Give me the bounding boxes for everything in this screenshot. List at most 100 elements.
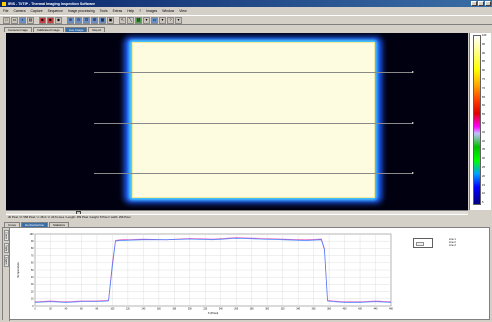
x-tick-label: 420 [358, 309, 363, 311]
print-icon[interactable]: ▤ [27, 16, 34, 24]
measure-icon[interactable]: ▭ [151, 16, 158, 24]
measure-line-3[interactable] [94, 173, 412, 174]
menu-tools[interactable]: Tools [99, 9, 108, 13]
scale-tick-label: 95 [482, 42, 485, 46]
menu-sequence[interactable]: Sequence [47, 9, 63, 13]
legend-box [413, 238, 433, 248]
scale-tick-label: 65 [482, 95, 485, 99]
tab-curve[interactable]: Curve [4, 222, 21, 227]
tab-live-image[interactable]: Live Image [64, 27, 88, 32]
y-tick-label: 60 [31, 263, 34, 265]
capture-icon[interactable]: ◉ [55, 16, 62, 24]
scale-tick-label: 80 [482, 69, 485, 73]
side-tool-curve[interactable]: Curve [3, 230, 9, 241]
scale-tick-label: 40 [482, 139, 485, 143]
x-tick-label: 0 [34, 309, 36, 311]
legend-entry: Line 3 [449, 244, 456, 247]
zoom-actual-icon[interactable]: ⊞ [91, 16, 98, 24]
scale-tick-label: 100 [482, 34, 487, 37]
analysis-tabs: Curve Horizontal line Statistics [2, 221, 492, 227]
scale-tick-label: 30 [482, 157, 485, 161]
zoom-in-icon[interactable]: ⊕ [67, 16, 74, 24]
measure-line-2[interactable] [94, 123, 412, 124]
y-tick-label: 0 [32, 306, 34, 308]
x-tick-label: 220 [203, 309, 208, 311]
palette-icon[interactable]: ▦ [99, 16, 106, 24]
color-scale-bar[interactable] [473, 35, 481, 205]
x-tick-label: 440 [374, 309, 379, 311]
color-scale-ticks: 100 95 90 85 80 75 70 65 60 55 50 45 40 35 30 25 20 15 10 5 [482, 34, 491, 205]
x-tick-label: 360 [312, 309, 317, 311]
y-tick-label: 70 [31, 255, 34, 257]
y-tick-label: 90 [31, 241, 34, 243]
thermal-image-view[interactable]: ▸ ▸ ▸ [6, 33, 468, 210]
image-tabs: Camera Image Calibrated Image Live Image Re… [0, 26, 492, 32]
scale-tick-label: 75 [482, 77, 485, 81]
line-end-marker[interactable]: ▸ [412, 170, 415, 175]
menu-image-processing[interactable]: Image processing [67, 9, 95, 13]
menu--[interactable]: ? [139, 9, 142, 13]
menu-images[interactable]: Images [146, 9, 158, 13]
y-tick-label: 30 [31, 284, 34, 286]
help-icon[interactable]: ? [167, 16, 174, 24]
close-icon[interactable] [485, 1, 491, 6]
scale-tick-label: 15 [482, 183, 485, 187]
side-tool-export[interactable]: Export [3, 255, 9, 267]
x-tick-label: 320 [281, 309, 286, 311]
dropdown-icon[interactable]: ▾ [143, 16, 150, 24]
x-tick-label: 340 [296, 309, 301, 311]
y-tick-label: 40 [31, 277, 34, 279]
save-icon[interactable]: ▪ [19, 16, 26, 24]
menu-window[interactable]: Window [162, 9, 175, 13]
legend-entry: Line 2 [449, 241, 456, 244]
profile-panel: Curve Table Export 0 20 40 60 80 100 120 140 160 18… [2, 227, 490, 321]
scale-tick-label: 5 [482, 201, 484, 205]
toolbar: □ ▭ ▪ ▤ ■ ■ ◉ ⊕ ⊖ ⊡ ⊞ ▦ ▣ ↖ ╲ ▨ ▾ ▭ ▾? ▾ [0, 15, 492, 25]
scale-tick-label: 10 [482, 192, 485, 196]
tab-calibrated-image[interactable]: Calibrated Image [32, 27, 64, 32]
line-end-marker[interactable]: ▸ [412, 120, 415, 125]
pointer-icon[interactable]: ↖ [119, 16, 126, 24]
zoom-out-icon[interactable]: ⊖ [75, 16, 82, 24]
menu-camera[interactable]: Camera [13, 9, 26, 13]
profile-series-line-2 [34, 237, 392, 303]
minimize-icon[interactable] [471, 1, 477, 6]
maximize-icon[interactable] [478, 1, 484, 6]
measure-line-1[interactable] [94, 72, 412, 73]
open-icon[interactable]: ▭ [11, 16, 18, 24]
area-tool-icon[interactable]: ▨ [135, 16, 142, 24]
stop-icon[interactable]: ■ [47, 16, 54, 24]
tab-camera-image[interactable]: Camera Image [4, 27, 32, 32]
dropdown-icon-3[interactable]: ▾ [175, 16, 182, 24]
x-tick-label: 20 [49, 309, 52, 311]
tab-statistics[interactable]: Statistics [49, 222, 70, 227]
x-tick-label: 140 [141, 309, 146, 311]
line-tool-icon[interactable]: ╲ [127, 16, 134, 24]
side-toolbar: Curve Table Export [3, 228, 10, 321]
dropdown-icon-2[interactable]: ▾ [159, 16, 166, 24]
x-tick-label: 280 [250, 309, 255, 311]
line-end-marker[interactable]: ▸ [412, 69, 415, 74]
y-tick-label: 100 [30, 234, 35, 236]
scale-tick-label: 35 [482, 148, 485, 152]
tab-horizontal-line[interactable]: Horizontal line [21, 222, 49, 227]
side-tool-table[interactable]: Table [3, 242, 9, 254]
scale-tick-label: 60 [482, 104, 485, 108]
line-profile-chart[interactable]: 0 20 40 60 80 100 120 140 160 180 200 220 240 260 280 3… [13, 230, 393, 318]
menu-extras[interactable]: Extras [112, 9, 123, 13]
new-icon[interactable]: □ [3, 16, 10, 24]
x-tick-label: 260 [234, 309, 239, 311]
grid-icon[interactable]: ▣ [107, 16, 114, 24]
menu-help[interactable]: Help [127, 9, 135, 13]
scale-tick-label: 85 [482, 60, 485, 64]
tab-report[interactable]: Report [88, 27, 106, 32]
zoom-fit-icon[interactable]: ⊡ [83, 16, 90, 24]
menu-capture[interactable]: Capture [30, 9, 43, 13]
record-icon[interactable]: ■ [39, 16, 46, 24]
scale-tick-label: 25 [482, 165, 485, 169]
x-axis-label: X (Pixel) [208, 311, 219, 315]
color-scale: 100 95 90 85 80 75 70 65 60 55 50 45 40 35 30 25 20 15 10 5 [469, 33, 491, 210]
menu-view[interactable]: View [179, 9, 187, 13]
menu-file[interactable]: File [3, 9, 9, 13]
